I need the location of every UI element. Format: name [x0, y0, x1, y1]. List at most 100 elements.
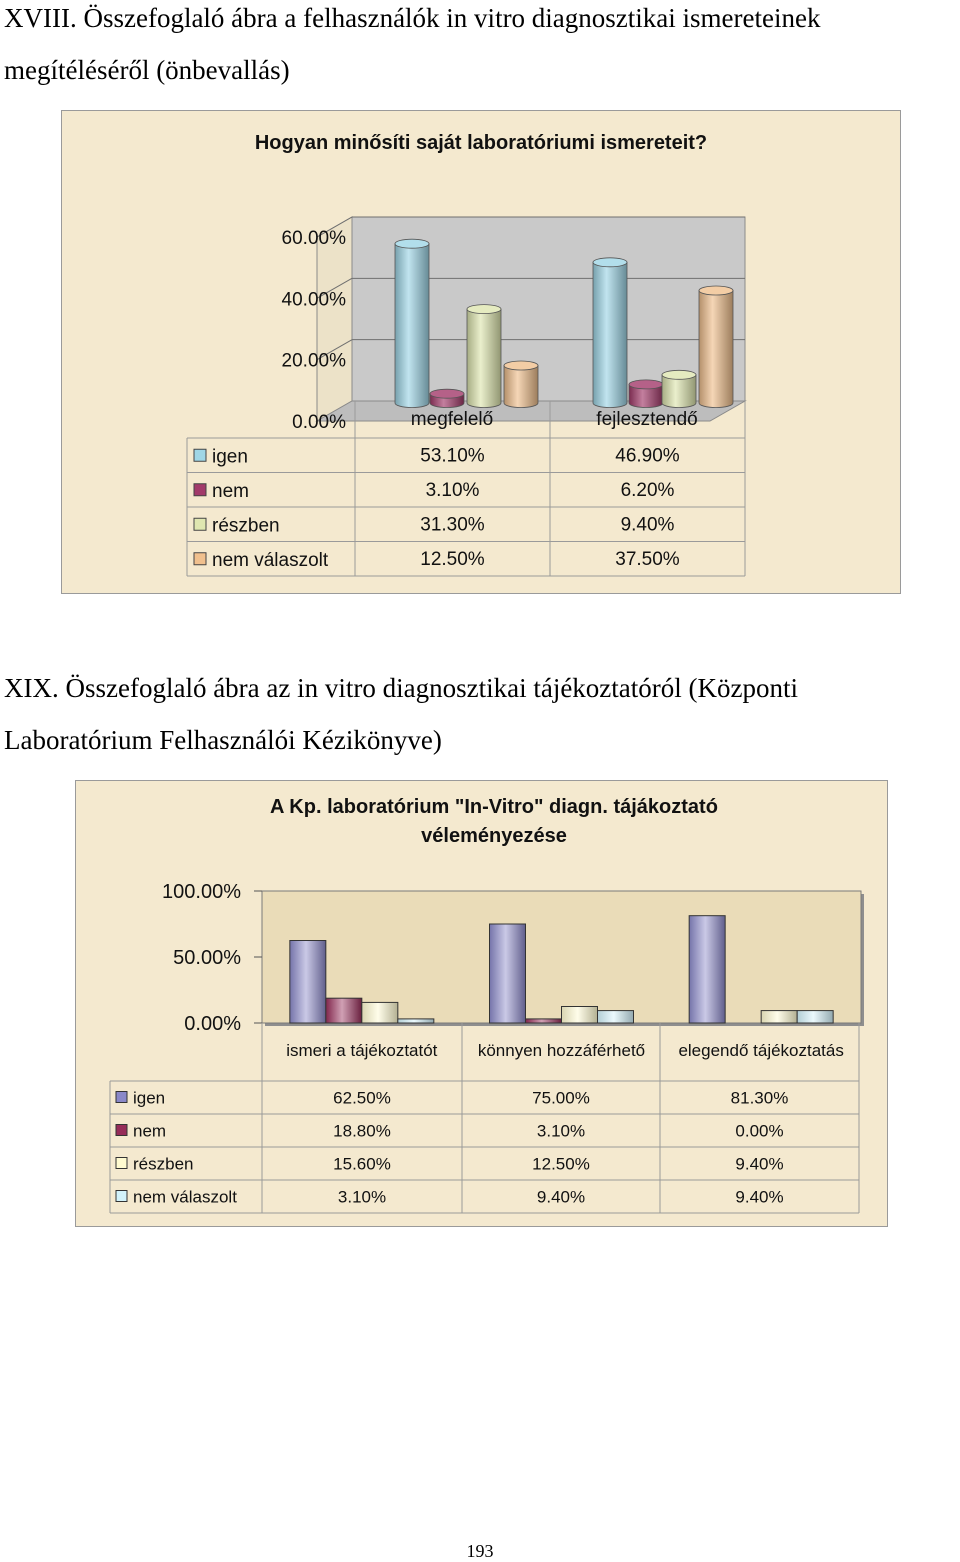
bar-rect	[325, 997, 363, 1024]
bar-top	[661, 369, 697, 380]
bar-igen-2	[489, 923, 526, 1024]
bar-részben-2	[661, 369, 697, 408]
data-value-label: 46.90%	[615, 445, 680, 466]
data-value-label: 12.50%	[420, 549, 485, 570]
bar-nem-1	[325, 997, 363, 1024]
bar-rect	[688, 915, 726, 1024]
data-value-label: 75.00%	[532, 1089, 590, 1108]
y-tick-label: 40.00%	[282, 289, 347, 310]
bar-nem-válaszolt-2	[597, 1010, 634, 1024]
data-value-label: 3.10%	[426, 480, 480, 501]
gridline-side	[316, 277, 353, 299]
bar-nem-válaszolt-1	[503, 360, 539, 408]
bar-rect	[489, 923, 526, 1024]
data-value-label: 9.40%	[735, 1155, 783, 1174]
figure-18-caption: XVIII. Összefoglaló ábra a felhasználók …	[4, 0, 960, 96]
bar-body	[698, 290, 734, 408]
x-category-label: ismeri a tájékoztatót	[286, 1041, 437, 1060]
bar-rect	[361, 1001, 399, 1024]
data-value-label: 3.10%	[537, 1122, 585, 1141]
bar-top	[394, 238, 430, 249]
bar-részben-1	[361, 1001, 399, 1024]
legend-swatch	[115, 1190, 128, 1202]
figure-19-caption-line-2: Laboratórium Felhasználói Kézikönyve)	[4, 725, 442, 755]
bar-body	[503, 365, 539, 408]
bar-top	[466, 304, 502, 315]
chart-lab-knowledge: Hogyan minősíti saját laboratóriumi isme…	[61, 110, 901, 594]
y-tick-label: 60.00%	[282, 228, 347, 249]
bar-rect	[289, 940, 327, 1024]
bar-body	[466, 308, 502, 408]
legend-swatch	[193, 448, 207, 462]
legend-label: nem	[212, 481, 249, 502]
data-value-label: 62.50%	[333, 1089, 391, 1108]
chart-title-line: véleményezése	[421, 825, 567, 847]
legend-label: nem	[133, 1122, 166, 1141]
data-value-label: 12.50%	[532, 1155, 590, 1174]
bar-igen-3	[688, 915, 726, 1024]
data-value-label: 81.30%	[731, 1089, 789, 1108]
bar-top	[628, 379, 664, 390]
legend-swatch	[115, 1157, 128, 1169]
chart-lab-knowledge-svg: Hogyan minősíti saját laboratóriumi isme…	[186, 132, 747, 577]
data-value-label: 9.40%	[537, 1188, 585, 1207]
legend-swatch	[115, 1124, 128, 1136]
chart-invitro-guide-rating-svg: A Kp. laboratórium "In-Vitro" diagn. táj…	[109, 796, 864, 1214]
bar-részben-1	[466, 304, 502, 408]
legend-swatch	[193, 483, 207, 497]
data-value-label: 15.60%	[333, 1155, 391, 1174]
figure-18-caption-line-1: XVIII. Összefoglaló ábra a felhasználók …	[4, 3, 821, 33]
data-value-label: 0.00%	[735, 1122, 783, 1141]
legend-label: részben	[212, 515, 280, 536]
figure-19-caption: XIX. Összefoglaló ábra az in vitro diagn…	[4, 662, 960, 766]
data-value-label: 37.50%	[615, 549, 680, 570]
bar-nem-válaszolt-1	[397, 1018, 435, 1024]
legend-label: nem válaszolt	[212, 550, 329, 571]
bar-body	[661, 374, 697, 408]
x-category-label: könnyen hozzáférhető	[478, 1041, 645, 1060]
data-value-label: 3.10%	[338, 1188, 386, 1207]
legend-label: részben	[133, 1155, 193, 1174]
gridline-side	[316, 216, 353, 238]
data-value-label: 9.40%	[621, 514, 675, 535]
bar-top	[503, 360, 539, 371]
bar-top	[429, 388, 465, 399]
bar-rect	[561, 1006, 598, 1024]
bar-rect	[597, 1010, 634, 1024]
data-value-label: 6.20%	[621, 480, 675, 501]
page-number: 193	[466, 1541, 494, 1561]
figure-19-caption-line-1: XIX. Összefoglaló ábra az in vitro diagn…	[4, 673, 798, 703]
x-category-label: megfelelő	[411, 409, 493, 430]
legend-label: igen	[133, 1089, 165, 1108]
figure-18-caption-line-2: megítéléséről (önbevallás)	[4, 55, 290, 85]
data-value-label: 31.30%	[420, 514, 485, 535]
y-tick-label: 100.00%	[162, 881, 241, 903]
legend-swatch	[193, 552, 207, 566]
y-tick-label: 20.00%	[282, 351, 347, 372]
x-category-label: elegendő tájékoztatás	[678, 1041, 843, 1060]
bar-igen-1	[394, 238, 430, 408]
chart-invitro-guide-rating: A Kp. laboratórium "In-Vitro" diagn. táj…	[75, 780, 888, 1227]
bar-részben-2	[561, 1006, 598, 1024]
data-value-label: 18.80%	[333, 1122, 391, 1141]
bar-részben-3	[760, 1010, 798, 1024]
legend-label: igen	[212, 446, 248, 467]
bar-nem-2	[525, 1018, 562, 1024]
chart-title-line: A Kp. laboratórium "In-Vitro" diagn. táj…	[270, 796, 718, 818]
y-tick-label: 50.00%	[173, 947, 241, 969]
legend-swatch	[115, 1091, 128, 1103]
x-category-label: fejlesztendő	[596, 409, 697, 430]
legend-label: nem válaszolt	[133, 1188, 237, 1207]
bar-nem-2	[628, 379, 664, 408]
bar-top	[698, 285, 734, 296]
bar-nem-1	[429, 388, 465, 408]
bar-rect	[760, 1010, 798, 1024]
bar-rect	[397, 1018, 435, 1024]
chart-title: Hogyan minősíti saját laboratóriumi isme…	[255, 132, 707, 154]
legend-swatch	[193, 517, 207, 531]
data-value-label: 9.40%	[735, 1188, 783, 1207]
bar-igen-1	[289, 940, 327, 1024]
bar-rect	[525, 1018, 562, 1024]
gridline-side	[316, 339, 353, 361]
bar-body	[592, 261, 628, 408]
